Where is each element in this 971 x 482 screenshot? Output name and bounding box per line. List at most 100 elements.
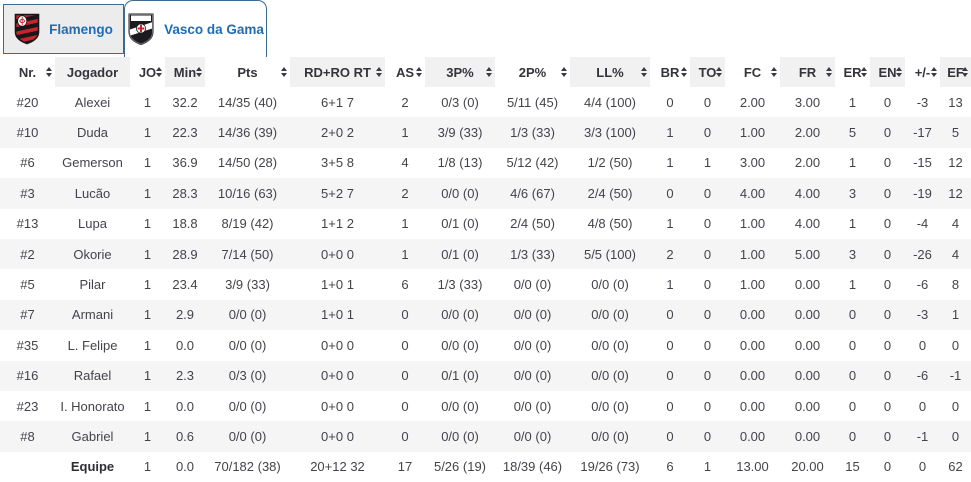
sort-icon[interactable] [931, 67, 937, 77]
column-header-er[interactable]: ER [835, 57, 870, 87]
player-row: #5 Pilar 1 23.4 3/9 (33) 1+0 1 6 1/3 (33) 0/0 (0… [0, 269, 971, 299]
column-label-en: EN [878, 64, 897, 80]
cell-er: 0 [848, 398, 857, 414]
cell-min: 0.0 [175, 459, 195, 475]
player-row: #6 Gemerson 1 36.9 14/50 (28) 3+5 8 4 1/8 (13) 5… [0, 148, 971, 178]
column-header-p3[interactable]: 3P% [425, 57, 495, 87]
cell-br: 0 [666, 94, 674, 110]
cell-p3: 0/1 (0) [441, 216, 479, 232]
totals-row: Equipe 1 0.0 70/182 (38) 20+12 32 17 5/26 (19)… [0, 452, 971, 482]
cell-fc: 1.00 [739, 216, 766, 232]
cell-ll: 4/8 (50) [587, 216, 633, 232]
cell-fr: 0.00 [794, 277, 821, 293]
cell-player: Lupa [78, 216, 107, 232]
cell-as: 1 [401, 216, 409, 232]
cell-p3: 0/1 (0) [441, 368, 479, 384]
sort-icon[interactable] [376, 67, 382, 77]
column-header-pts[interactable]: Pts [205, 57, 290, 87]
cell-fr: 2.00 [794, 155, 821, 171]
column-header-ef[interactable]: EF [940, 57, 971, 87]
cell-jo: 1 [143, 94, 152, 110]
cell-jo: 1 [143, 459, 152, 475]
sort-icon[interactable] [281, 67, 287, 77]
cell-as: 0 [401, 368, 409, 384]
cell-to: 0 [703, 428, 712, 444]
sort-icon[interactable] [861, 67, 867, 77]
column-header-pm[interactable]: +/- [905, 57, 940, 87]
cell-to: 0 [703, 277, 712, 293]
cell-pts: 14/36 (39) [217, 125, 278, 141]
tab-vasco-da-gama[interactable]: Vasco da Gama [124, 0, 267, 57]
cell-pm: -17 [913, 125, 932, 141]
column-header-to[interactable]: TO [690, 57, 725, 87]
cell-br: 1 [666, 277, 674, 293]
cell-ef: 8 [951, 277, 960, 293]
cell-p2: 0/0 (0) [513, 368, 552, 384]
column-header-br[interactable]: BR [650, 57, 690, 87]
cell-fc: 0.00 [739, 398, 766, 414]
column-header-jo[interactable]: JO [130, 57, 165, 87]
cell-min: 0.6 [175, 428, 195, 444]
cell-en: 0 [883, 398, 892, 414]
column-header-fr[interactable]: FR [780, 57, 835, 87]
cell-reb: 5+2 7 [321, 185, 354, 201]
stats-table: Nr. Jogador JO Min Pts RD+RO RT AS 3P% 2P% LL% BR T… [0, 57, 971, 482]
cell-nr: #16 [16, 368, 39, 384]
cell-jo: 1 [143, 246, 152, 262]
cell-pts: 0/0 (0) [228, 337, 267, 353]
column-label-p2: 2P% [518, 64, 547, 80]
sort-icon[interactable] [561, 67, 567, 77]
cell-p2: 0/0 (0) [513, 307, 552, 323]
sort-icon[interactable] [156, 67, 162, 77]
sort-icon[interactable] [416, 67, 422, 77]
column-header-p2[interactable]: 2P% [495, 57, 570, 87]
table-header-row: Nr. Jogador JO Min Pts RD+RO RT AS 3P% 2P% LL% BR T… [0, 57, 971, 87]
column-header-reb[interactable]: RD+RO RT [290, 57, 385, 87]
cell-player: Duda [76, 125, 109, 141]
column-header-ll[interactable]: LL% [570, 57, 650, 87]
cell-to: 0 [703, 125, 712, 141]
column-header-as[interactable]: AS [385, 57, 425, 87]
tab-flamengo[interactable]: Flamengo [3, 4, 124, 54]
cell-to: 0 [703, 94, 712, 110]
sort-icon[interactable] [896, 67, 902, 77]
cell-pm: -4 [916, 216, 929, 232]
sort-icon[interactable] [716, 67, 722, 77]
cell-fc: 13.00 [736, 459, 769, 475]
cell-player: Gemerson [62, 155, 123, 171]
cell-ll: 0/0 (0) [591, 277, 629, 293]
cell-en: 0 [883, 277, 892, 293]
cell-to: 1 [703, 155, 712, 171]
column-header-en[interactable]: EN [870, 57, 905, 87]
sort-icon[interactable] [826, 67, 832, 77]
cell-en: 0 [883, 94, 892, 110]
sort-icon[interactable] [962, 67, 968, 77]
cell-p2: 1/3 (33) [510, 125, 555, 141]
cell-ll: 1/2 (50) [587, 155, 633, 171]
cell-player: Gabriel [71, 428, 114, 444]
sort-icon[interactable] [46, 67, 52, 77]
column-header-min[interactable]: Min [165, 57, 205, 87]
sort-icon[interactable] [681, 67, 687, 77]
team-tabs: Flamengo Vasco da Gama [0, 0, 971, 57]
player-row: #2 Okorie 1 28.9 7/14 (50) 0+0 0 1 0/1 (0) 1/3 (… [0, 238, 971, 270]
tab-label-flamengo: Flamengo [49, 21, 113, 37]
sort-icon[interactable] [486, 67, 492, 77]
cell-nr: #8 [20, 428, 35, 444]
cell-min: 2.9 [175, 307, 195, 323]
sort-icon[interactable] [771, 67, 777, 77]
cell-ef: 12 [948, 185, 963, 201]
cell-player: I. Honorato [60, 398, 125, 414]
sort-icon[interactable] [196, 67, 202, 77]
column-header-fc[interactable]: FC [725, 57, 780, 87]
cell-player: Pilar [79, 277, 106, 293]
sort-icon[interactable] [641, 67, 647, 77]
cell-br: 1 [666, 125, 674, 141]
cell-p3: 1/8 (13) [437, 155, 483, 171]
column-header-nr[interactable]: Nr. [0, 57, 55, 87]
column-label-br: BR [660, 64, 680, 80]
cell-pm: 0 [918, 459, 927, 475]
cell-p2: 5/11 (45) [506, 94, 559, 110]
column-label-pm: +/- [914, 64, 931, 80]
cell-en: 0 [883, 185, 892, 201]
